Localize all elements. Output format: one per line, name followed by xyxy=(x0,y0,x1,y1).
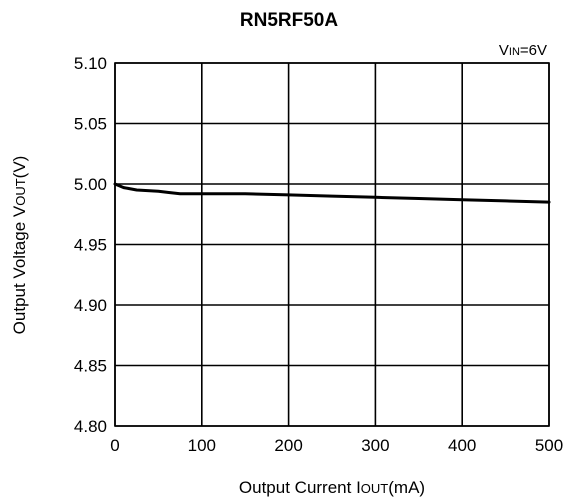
x-axis-label-prefix: Output Current I xyxy=(239,478,361,497)
vin-annotation-suffix: =6V xyxy=(520,42,547,59)
y-axis-label-prefix: Output Voltage V xyxy=(10,205,29,334)
x-tick-label: 400 xyxy=(448,436,476,455)
vin-annotation-prefix: V xyxy=(499,42,509,59)
y-tick-labels: 4.80 4.85 4.90 4.95 5.00 5.05 5.10 xyxy=(74,54,107,436)
y-tick-label: 4.90 xyxy=(74,296,107,315)
x-tick-label: 0 xyxy=(110,436,119,455)
y-tick-label: 5.00 xyxy=(74,175,107,194)
x-axis-label-suffix: (mA) xyxy=(388,478,425,497)
x-tick-label: 500 xyxy=(535,436,563,455)
x-axis-label-sub: OUT xyxy=(361,481,389,496)
series-line-0 xyxy=(115,184,549,202)
grid-lines xyxy=(115,63,549,426)
y-tick-label: 4.80 xyxy=(74,417,107,436)
x-tick-label: 300 xyxy=(361,436,389,455)
series-layer xyxy=(115,184,549,202)
y-tick-label: 4.95 xyxy=(74,236,107,255)
y-axis-label: Output Voltage VOUT(V) xyxy=(10,156,29,335)
y-axis-label-suffix: (V) xyxy=(10,156,29,179)
x-axis-label: Output Current IOUT(mA) xyxy=(239,478,425,497)
x-tick-label: 200 xyxy=(274,436,302,455)
x-tick-labels: 0 100 200 300 400 500 xyxy=(110,436,563,455)
y-axis-label-sub: OUT xyxy=(13,178,28,206)
y-tick-label: 5.05 xyxy=(74,115,107,134)
vin-annotation-sub: IN xyxy=(509,46,520,58)
x-tick-label: 100 xyxy=(188,436,216,455)
y-tick-label: 4.85 xyxy=(74,357,107,376)
y-tick-label: 5.10 xyxy=(74,54,107,73)
chart-title: RN5RF50A xyxy=(240,10,338,31)
vin-annotation: VIN=6V xyxy=(499,42,547,59)
